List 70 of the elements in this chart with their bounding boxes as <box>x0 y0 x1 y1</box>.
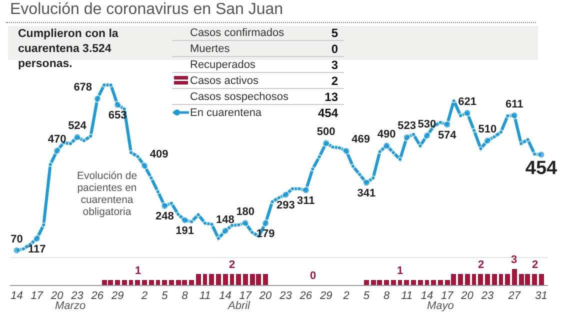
text: 454 <box>318 106 338 120</box>
data-label: 409 <box>150 148 168 161</box>
data-label: 454 <box>525 158 558 180</box>
data-label: 1 <box>135 265 142 277</box>
data-label: 3 <box>511 254 518 266</box>
x-tick-label: 27 <box>507 290 522 302</box>
x-tick-label: 11 <box>199 290 211 302</box>
x-tick-label: 26 <box>298 290 313 302</box>
data-label: 678 <box>74 82 92 94</box>
data-label: 530 <box>418 118 436 130</box>
data-label: 191 <box>176 224 194 237</box>
data-label: 490 <box>377 128 396 140</box>
data-label: 500 <box>316 126 336 138</box>
data-label: 524 <box>68 120 88 132</box>
data-label: 341 <box>357 187 376 200</box>
data-label: 510 <box>478 123 497 136</box>
text: Casos sospechosos 13 <box>190 90 338 104</box>
chart-title: Evolución de coronavirus en San Juan <box>10 1 284 19</box>
text: Marzo <box>55 300 86 312</box>
data-label: 611 <box>506 98 524 110</box>
text: Mayo <box>427 300 454 312</box>
x-tick-label: 14 <box>10 290 23 302</box>
x-tick-label: 11 <box>401 290 412 302</box>
text: 2 <box>331 74 338 88</box>
data-label: 117 <box>28 243 46 256</box>
x-tick-label: 2 <box>342 290 350 302</box>
x-tick-label: 29 <box>318 290 332 302</box>
x-tick-label: 8 <box>384 290 391 302</box>
x-tick-label: 29 <box>110 290 124 302</box>
data-label: 574 <box>438 129 458 142</box>
x-tick-label: 26 <box>90 290 104 302</box>
legend-label: Casos activos <box>190 74 260 86</box>
x-tick-label: 23 <box>278 290 293 302</box>
data-label: 70 <box>10 233 23 246</box>
x-tick-label: 5 <box>162 290 169 302</box>
x-tick-label: 20 <box>460 290 474 302</box>
x-tick-label: 31 <box>535 290 548 302</box>
data-label: 1 <box>397 265 404 277</box>
text: Cumplieron con la cuarentena 3.524 personas. <box>18 27 120 72</box>
data-label: 469 <box>352 134 370 146</box>
x-tick-label: 20 <box>258 290 273 302</box>
data-label: 311 <box>297 194 315 207</box>
text: Abril <box>227 300 251 312</box>
data-label: 248 <box>156 210 174 223</box>
text: Recuperados 3 <box>190 58 338 72</box>
x-tick-label: 8 <box>182 290 189 302</box>
data-label: 0 <box>310 270 316 282</box>
data-label: 180 <box>236 206 255 218</box>
x-tick-label: 20 <box>50 290 64 302</box>
data-label: 148 <box>216 214 234 226</box>
data-label: 621 <box>458 96 476 108</box>
data-label: 2 <box>532 259 538 271</box>
text: Muertes 0 <box>190 42 338 56</box>
x-tick-label: 17 <box>441 290 454 302</box>
x-tick-label: 5 <box>363 290 370 302</box>
x-tick-label: 14 <box>420 290 434 302</box>
x-tick-label: 17 <box>30 290 44 302</box>
legend-label: En cuarentena <box>190 106 263 118</box>
x-tick-label: 23 <box>480 290 494 302</box>
data-label: 523 <box>398 120 416 132</box>
x-tick-label: 2 <box>140 290 148 302</box>
data-label: 2 <box>229 259 236 271</box>
text: Casos confirmados 5 <box>190 26 338 40</box>
x-tick-label: 17 <box>239 290 252 302</box>
x-tick-label: 14 <box>219 290 232 302</box>
data-label: 293 <box>276 199 295 212</box>
data-label: 2 <box>478 259 484 271</box>
x-tick-label: 23 <box>70 290 84 302</box>
annotation: Evolución de pacientes en cuarentena obligatoria <box>76 170 138 218</box>
data-label: 470 <box>48 133 66 146</box>
